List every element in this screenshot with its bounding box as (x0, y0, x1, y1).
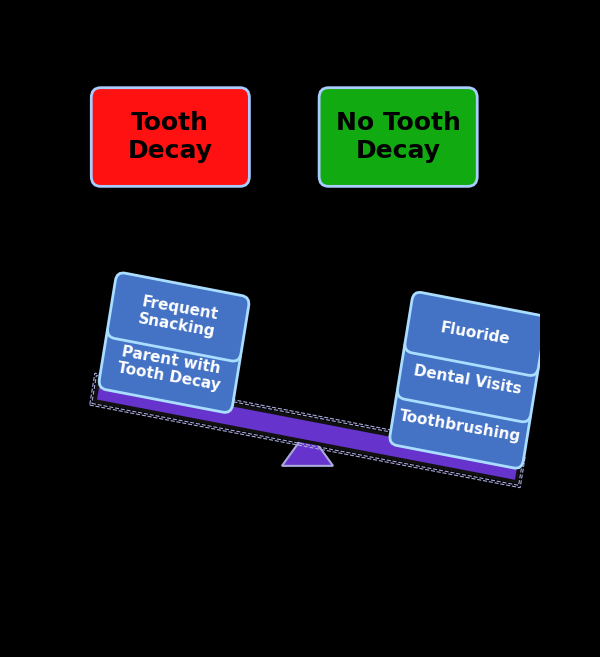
Text: Frequent
Snacking: Frequent Snacking (137, 294, 220, 340)
Text: Parent with
Tooth Decay: Parent with Tooth Decay (116, 344, 224, 394)
Polygon shape (95, 379, 520, 482)
Text: Toothbrushing: Toothbrushing (398, 409, 522, 445)
FancyBboxPatch shape (319, 87, 477, 187)
FancyBboxPatch shape (91, 87, 250, 187)
FancyBboxPatch shape (99, 325, 241, 413)
Polygon shape (282, 430, 333, 466)
FancyBboxPatch shape (390, 385, 530, 468)
Text: Fluoride: Fluoride (439, 321, 511, 348)
FancyBboxPatch shape (107, 273, 249, 361)
Text: Tooth
Decay: Tooth Decay (128, 111, 213, 163)
FancyBboxPatch shape (397, 338, 538, 422)
FancyBboxPatch shape (405, 292, 545, 376)
Text: Dental Visits: Dental Visits (413, 363, 523, 397)
Text: No Tooth
Decay: No Tooth Decay (336, 111, 461, 163)
